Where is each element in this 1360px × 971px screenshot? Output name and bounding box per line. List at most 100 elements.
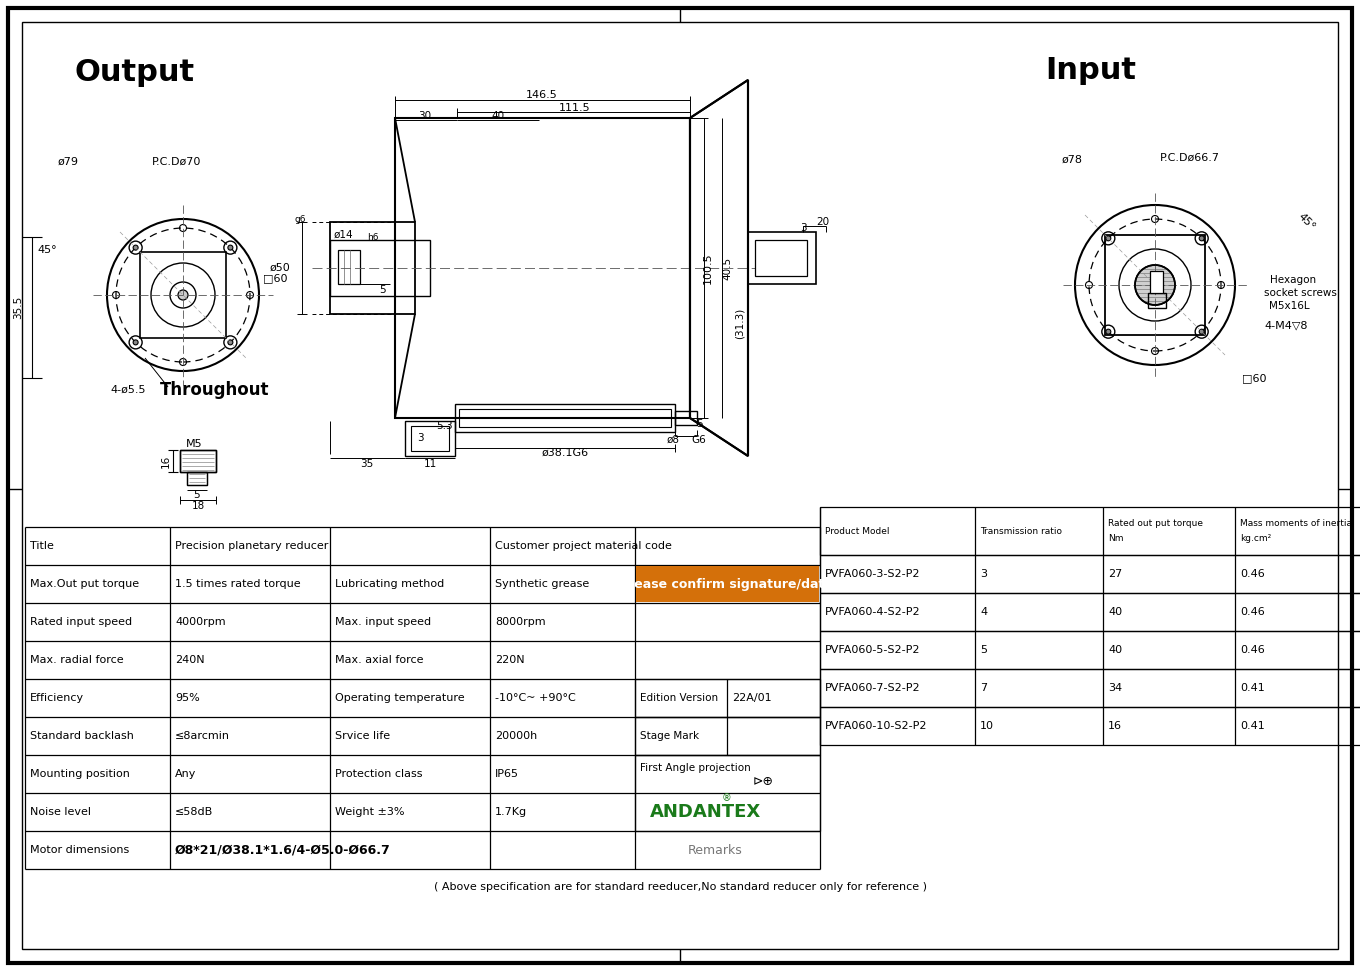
Text: ≤58dB: ≤58dB (175, 807, 214, 817)
Text: 20000h: 20000h (495, 731, 537, 741)
Text: 45°: 45° (1296, 212, 1316, 232)
Text: 18: 18 (192, 501, 204, 511)
Text: h6: h6 (367, 233, 378, 242)
Text: ( Above specification are for standard reeducer,No standard reducer only for ref: ( Above specification are for standard r… (434, 882, 926, 892)
Text: 8000rpm: 8000rpm (495, 617, 545, 627)
Bar (1104, 235, 1205, 335)
Text: G6: G6 (691, 435, 706, 445)
Text: 3: 3 (981, 569, 987, 579)
Text: PVFA060-3-S2-P2: PVFA060-3-S2-P2 (826, 569, 921, 579)
Circle shape (1106, 329, 1111, 334)
Text: Mounting position: Mounting position (30, 769, 129, 779)
Text: ø78: ø78 (1062, 155, 1083, 165)
Text: ø14: ø14 (335, 230, 354, 240)
Text: Synthetic grease: Synthetic grease (495, 579, 589, 589)
Text: 3: 3 (416, 433, 423, 443)
Text: (31.3): (31.3) (734, 308, 745, 339)
Bar (1148, 293, 1166, 308)
Text: Max. input speed: Max. input speed (335, 617, 431, 627)
Bar (748, 232, 816, 284)
Circle shape (133, 340, 139, 345)
Text: 35.5: 35.5 (14, 295, 23, 318)
Text: Max.Out put torque: Max.Out put torque (30, 579, 139, 589)
Bar (755, 240, 806, 276)
Text: Edition Version: Edition Version (641, 693, 718, 703)
Text: Nm: Nm (1108, 533, 1123, 543)
Text: 7: 7 (981, 683, 987, 693)
Text: Rated out put torque: Rated out put torque (1108, 519, 1204, 527)
Text: PVFA060-5-S2-P2: PVFA060-5-S2-P2 (826, 645, 921, 655)
Text: Remarks: Remarks (688, 844, 743, 856)
Text: 3: 3 (800, 223, 806, 233)
Text: 10: 10 (981, 721, 994, 731)
Text: Mass moments of inertia: Mass moments of inertia (1240, 519, 1352, 527)
Bar (405, 421, 456, 456)
Bar (456, 404, 675, 432)
Text: g6: g6 (294, 215, 306, 224)
Text: 5: 5 (193, 490, 200, 500)
Text: P.C.Dø70: P.C.Dø70 (152, 157, 201, 167)
Text: 5.3: 5.3 (437, 421, 453, 431)
Bar (460, 409, 670, 427)
Text: kg.cm²: kg.cm² (1240, 533, 1272, 543)
Text: 0.41: 0.41 (1240, 721, 1265, 731)
Text: 40.5: 40.5 (722, 256, 732, 280)
Bar (820, 507, 1360, 555)
Circle shape (228, 340, 233, 345)
Text: Transmission ratio: Transmission ratio (981, 526, 1062, 535)
Bar (180, 450, 216, 472)
Bar (188, 472, 207, 485)
Text: ⊳⊕: ⊳⊕ (752, 775, 774, 787)
Text: ®: ® (722, 793, 732, 803)
Text: ø50: ø50 (271, 263, 291, 273)
Text: 27: 27 (1108, 569, 1122, 579)
Text: Operating temperature: Operating temperature (335, 693, 465, 703)
Text: ANDANTEX: ANDANTEX (650, 803, 762, 821)
Text: 16: 16 (160, 454, 171, 468)
Text: Hexagon: Hexagon (1270, 275, 1316, 285)
Text: 0.46: 0.46 (1240, 569, 1265, 579)
Bar (675, 411, 696, 425)
Text: 146.5: 146.5 (526, 90, 558, 100)
Text: 4: 4 (981, 607, 987, 617)
Text: 4-M4▽8: 4-M4▽8 (1263, 320, 1307, 330)
Text: Rated input speed: Rated input speed (30, 617, 132, 627)
Text: □60: □60 (1242, 373, 1266, 383)
Text: Please confirm signature/date: Please confirm signature/date (622, 578, 832, 590)
Circle shape (133, 245, 139, 251)
Text: Lubricating method: Lubricating method (335, 579, 445, 589)
Text: Weight ±3%: Weight ±3% (335, 807, 404, 817)
Text: 4000rpm: 4000rpm (175, 617, 226, 627)
Text: 45°: 45° (37, 245, 57, 255)
Text: Motor dimensions: Motor dimensions (30, 845, 129, 855)
Text: 40: 40 (1108, 645, 1122, 655)
Text: 5: 5 (981, 645, 987, 655)
Text: Product Model: Product Model (826, 526, 889, 535)
Text: 35: 35 (360, 459, 374, 469)
Text: 0.46: 0.46 (1240, 645, 1265, 655)
Text: P.C.Dø66.7: P.C.Dø66.7 (1160, 153, 1220, 163)
Text: Precision planetary reducer: Precision planetary reducer (175, 541, 328, 551)
Bar (188, 472, 207, 485)
Text: Any: Any (175, 769, 196, 779)
Text: 0.46: 0.46 (1240, 607, 1265, 617)
Text: IP65: IP65 (495, 769, 520, 779)
Text: Max. axial force: Max. axial force (335, 655, 423, 665)
Text: M5x16L: M5x16L (1269, 301, 1310, 311)
Text: socket screws: socket screws (1263, 288, 1337, 298)
Text: 0.41: 0.41 (1240, 683, 1265, 693)
Text: 20: 20 (816, 217, 830, 227)
Text: ø79: ø79 (58, 157, 79, 167)
Text: Efficiency: Efficiency (30, 693, 84, 703)
Text: ≤8arcmin: ≤8arcmin (175, 731, 230, 741)
Text: Standard backlash: Standard backlash (30, 731, 133, 741)
Bar (330, 222, 415, 314)
Text: □60: □60 (262, 273, 287, 283)
Bar (140, 252, 226, 338)
Text: 11: 11 (423, 459, 437, 469)
Text: First Angle projection: First Angle projection (641, 763, 751, 773)
Text: 4-ø5.5: 4-ø5.5 (110, 385, 146, 395)
Polygon shape (690, 80, 748, 456)
Text: Customer project material code: Customer project material code (495, 541, 672, 551)
Text: Throughout: Throughout (160, 381, 269, 399)
